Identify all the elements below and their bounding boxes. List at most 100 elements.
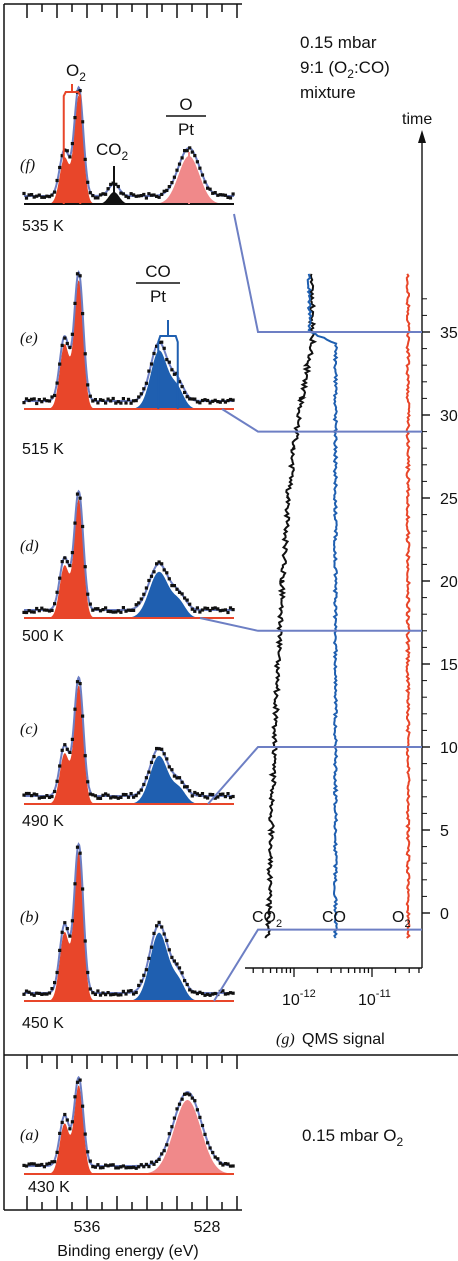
data-point bbox=[83, 352, 87, 356]
data-point bbox=[206, 398, 210, 403]
data-point bbox=[200, 991, 205, 996]
data-point bbox=[157, 1157, 161, 1161]
data-point bbox=[137, 194, 141, 198]
data-point bbox=[50, 1160, 54, 1164]
data-point bbox=[104, 792, 108, 796]
data-point bbox=[96, 401, 100, 405]
co-pt-label-bottom: Pt bbox=[150, 287, 166, 306]
data-point bbox=[195, 1108, 199, 1112]
data-point bbox=[47, 399, 52, 403]
data-point bbox=[42, 1165, 46, 1169]
data-point bbox=[134, 990, 138, 995]
data-point bbox=[142, 973, 146, 977]
data-point bbox=[185, 149, 189, 153]
data-point bbox=[37, 398, 41, 402]
data-point bbox=[147, 1165, 151, 1169]
data-point bbox=[124, 793, 128, 797]
data-point bbox=[185, 1092, 189, 1096]
data-point bbox=[188, 1093, 192, 1097]
data-point bbox=[228, 606, 233, 610]
data-point bbox=[144, 586, 148, 590]
data-point bbox=[73, 707, 77, 711]
data-point bbox=[37, 193, 41, 197]
qms-series-o2 bbox=[404, 273, 411, 939]
data-point bbox=[30, 1162, 34, 1166]
data-point bbox=[37, 991, 41, 995]
data-point bbox=[114, 182, 118, 186]
data-point bbox=[157, 560, 161, 564]
data-point bbox=[190, 397, 194, 401]
data-point bbox=[126, 608, 131, 612]
data-point bbox=[93, 196, 97, 200]
energy-tick-label-528: 528 bbox=[194, 1219, 221, 1236]
data-point bbox=[32, 993, 36, 997]
data-point bbox=[91, 1165, 95, 1169]
data-point bbox=[134, 399, 138, 403]
data-point bbox=[73, 301, 77, 305]
data-point bbox=[53, 190, 57, 194]
data-point bbox=[213, 796, 217, 800]
co2-peak-label: CO2 bbox=[96, 140, 129, 163]
data-point bbox=[35, 606, 39, 611]
data-point bbox=[142, 782, 146, 787]
data-point bbox=[124, 609, 128, 613]
panel-label-f: (f) bbox=[20, 157, 35, 174]
data-point bbox=[126, 795, 131, 799]
data-point bbox=[98, 609, 103, 613]
data-point bbox=[86, 592, 90, 596]
data-point bbox=[40, 400, 44, 404]
panel-label-a: (a) bbox=[20, 1127, 39, 1144]
data-point bbox=[68, 345, 72, 349]
data-point bbox=[47, 795, 52, 799]
data-point bbox=[116, 796, 120, 800]
data-point bbox=[121, 192, 125, 196]
time-axis-title: time bbox=[402, 111, 432, 128]
data-point bbox=[68, 564, 72, 568]
data-point bbox=[211, 1150, 215, 1155]
data-point bbox=[35, 401, 39, 406]
energy-axis-title: Binding energy (eV) bbox=[57, 1243, 198, 1260]
qms-series-label-o2: O2 bbox=[392, 909, 411, 930]
data-point bbox=[73, 116, 77, 120]
data-point bbox=[50, 395, 54, 399]
spectrum-d bbox=[22, 489, 235, 619]
data-point bbox=[208, 1146, 212, 1150]
data-point bbox=[88, 602, 92, 606]
data-point bbox=[116, 609, 120, 613]
data-point bbox=[88, 792, 92, 796]
data-point bbox=[139, 788, 143, 792]
data-point bbox=[155, 344, 159, 348]
data-point bbox=[70, 332, 74, 336]
data-point bbox=[167, 577, 171, 581]
data-point bbox=[183, 1092, 187, 1096]
data-point bbox=[32, 792, 36, 796]
data-point bbox=[200, 1123, 205, 1128]
data-point bbox=[218, 400, 222, 404]
data-point bbox=[206, 186, 210, 190]
data-point bbox=[124, 992, 128, 996]
adsorbate-peak-fill bbox=[24, 1100, 234, 1174]
data-point bbox=[160, 925, 164, 929]
temperature-label-f: 535 K bbox=[22, 218, 64, 235]
data-point bbox=[91, 608, 95, 612]
data-point bbox=[134, 603, 138, 607]
data-point bbox=[206, 1141, 210, 1145]
qms-series-co bbox=[306, 273, 339, 939]
data-point bbox=[180, 780, 184, 784]
time-tick-label: 30 bbox=[440, 408, 458, 425]
data-point bbox=[114, 1166, 118, 1170]
data-point bbox=[70, 142, 74, 146]
spectrum-c bbox=[22, 675, 235, 805]
data-point bbox=[160, 747, 164, 751]
data-point bbox=[226, 195, 230, 199]
data-point bbox=[119, 795, 123, 799]
data-point bbox=[93, 398, 97, 402]
data-point bbox=[175, 168, 179, 172]
time-marker-connector bbox=[233, 213, 422, 333]
data-point bbox=[139, 597, 143, 601]
data-point bbox=[139, 392, 143, 396]
data-point bbox=[193, 154, 197, 158]
data-point bbox=[152, 755, 156, 759]
data-point bbox=[50, 193, 54, 197]
data-point bbox=[203, 398, 207, 402]
